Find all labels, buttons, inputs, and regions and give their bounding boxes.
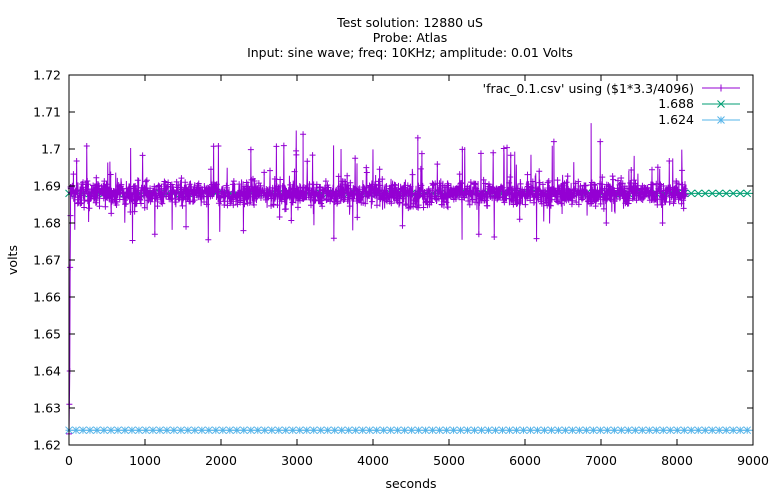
chart-title-line-2: Probe: Atlas	[373, 30, 448, 45]
legend-label-data: 'frac_0.1.csv' using ($1*3.3/4096)	[483, 81, 694, 96]
x-tick-label: 3000	[281, 453, 313, 468]
plot-data-layer	[65, 123, 753, 437]
y-axis-label: volts	[5, 245, 20, 275]
y-tick-label: 1.64	[33, 364, 61, 379]
y-tick-label: 1.63	[33, 401, 61, 416]
axis-ticks: 0 1000 2000 3000 4000 5000 6000 7000 8000 9000 1.6…	[33, 68, 769, 469]
y-tick-label: 1.67	[33, 253, 61, 268]
x-tick-label: 2000	[205, 453, 237, 468]
x-tick-label: 4000	[357, 453, 389, 468]
legend-key-marker	[717, 116, 725, 124]
x-axis-label: seconds	[385, 476, 436, 491]
legend-label-1688: 1.688	[658, 96, 694, 111]
legend-label-1624: 1.624	[658, 112, 694, 127]
y-tick-label: 1.72	[33, 68, 61, 83]
x-tick-label: 1000	[129, 453, 161, 468]
legend: 'frac_0.1.csv' using ($1*3.3/4096) 1.688…	[483, 81, 740, 127]
x-tick-label: 8000	[661, 453, 693, 468]
series-data-markers	[66, 131, 689, 437]
x-tick-label: 0	[65, 453, 73, 468]
legend-key-marker	[717, 84, 725, 92]
plot-frame	[68, 74, 754, 446]
legend-keys	[702, 84, 740, 124]
y-tick-label: 1.69	[33, 179, 61, 194]
y-tick-label: 1.65	[33, 327, 61, 342]
chart-title-line-1: Test solution: 12880 uS	[336, 15, 483, 30]
x-tick-label: 7000	[585, 453, 617, 468]
y-tick-label: 1.7	[41, 142, 61, 157]
x-tick-label: 5000	[433, 453, 465, 468]
y-tick-label: 1.71	[33, 105, 61, 120]
x-tick-label: 9000	[737, 453, 769, 468]
legend-key-marker	[717, 100, 725, 108]
y-tick-label: 1.66	[33, 290, 61, 305]
y-tick-label: 1.68	[33, 216, 61, 231]
chart-title: Test solution: 12880 uS Probe: Atlas Inp…	[247, 15, 573, 60]
y-tick-label: 1.62	[33, 438, 61, 453]
chart-title-line-3: Input: sine wave; freq: 10KHz; amplitude…	[247, 45, 573, 60]
x-tick-label: 6000	[509, 453, 541, 468]
series-1624-markers	[65, 426, 752, 435]
